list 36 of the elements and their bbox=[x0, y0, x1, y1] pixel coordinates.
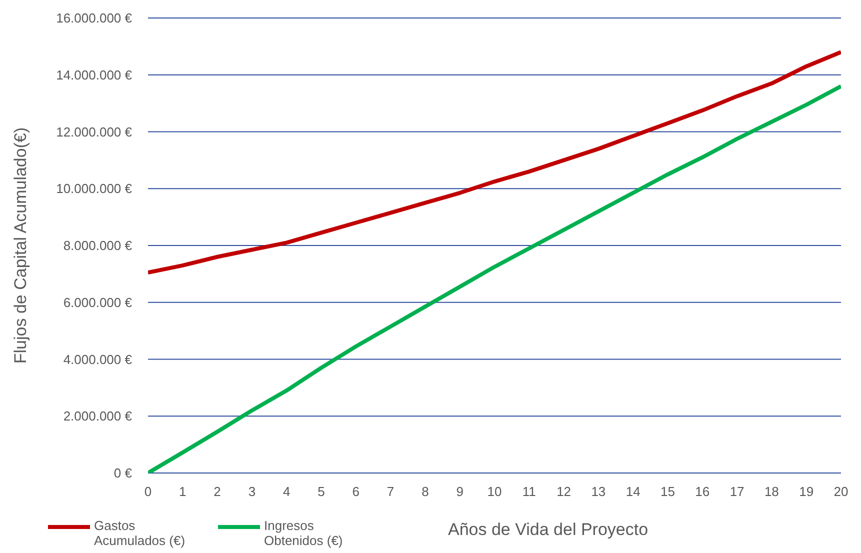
y-tick-label: 14.000.000 € bbox=[56, 67, 133, 82]
x-tick-label: 18 bbox=[764, 484, 779, 500]
y-tick-label: 0 € bbox=[114, 466, 133, 481]
x-tick-label: 20 bbox=[834, 484, 848, 500]
x-tick-label: 19 bbox=[799, 484, 814, 500]
y-tick-label: 10.000.000 € bbox=[56, 181, 133, 196]
y-tick-label: 12.000.000 € bbox=[56, 124, 133, 140]
line-series bbox=[148, 50, 841, 275]
x-tick-label: 16 bbox=[695, 484, 710, 500]
x-tick-label: 10 bbox=[487, 484, 502, 500]
y-tick-label: 16.000.000 € bbox=[56, 10, 133, 26]
y-tick-label: 4.000.000 € bbox=[63, 352, 133, 367]
y-axis-title: Flujos de Capital Acumulado(€) bbox=[11, 127, 30, 364]
x-axis-title: Años de Vida del Proyecto bbox=[448, 520, 648, 540]
legend-label: Ingresos Obtenidos (€) bbox=[264, 518, 344, 548]
x-tick-label: 12 bbox=[556, 484, 572, 500]
x-tick-label: 8 bbox=[422, 484, 429, 500]
x-tick-label: 5 bbox=[318, 484, 325, 500]
x-tick-label: 3 bbox=[248, 484, 256, 500]
x-tick-label: 14 bbox=[626, 484, 640, 500]
x-tick-label: 6 bbox=[352, 484, 360, 500]
x-tick-label: 15 bbox=[660, 484, 675, 500]
x-tick-label: 7 bbox=[386, 484, 394, 500]
x-tick-label: 0 bbox=[144, 484, 152, 500]
x-tick-label: 2 bbox=[214, 484, 221, 500]
legend-label: Gastos Acumulados (€) bbox=[94, 518, 186, 548]
x-tick-label: 17 bbox=[730, 484, 744, 500]
y-tick-label: 6.000.000 € bbox=[63, 294, 133, 310]
y-tick-label: 8.000.000 € bbox=[63, 238, 133, 254]
x-tick-label: 13 bbox=[591, 484, 606, 500]
x-tick-label: 11 bbox=[522, 484, 536, 500]
x-tick-label: 9 bbox=[456, 484, 464, 500]
x-tick-label: 4 bbox=[282, 484, 290, 500]
line-series bbox=[148, 84, 841, 473]
x-tick-label: 1 bbox=[179, 484, 186, 500]
y-tick-label: 2.000.000 € bbox=[63, 408, 133, 424]
